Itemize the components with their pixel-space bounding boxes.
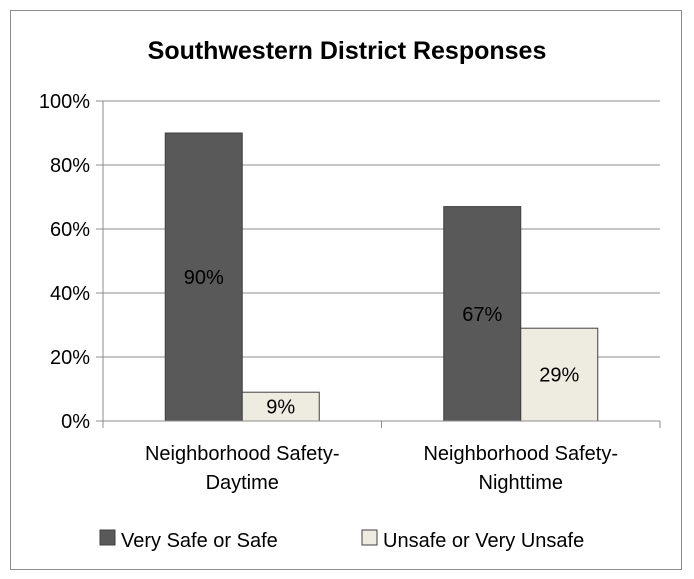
legend: Very Safe or Safe Unsafe or Very Unsafe: [99, 529, 584, 552]
bar-unsafe-or-very-unsafe: [520, 327, 599, 422]
y-tick-label: 0%: [61, 411, 90, 433]
axes: [102, 101, 661, 428]
x-axis-labels: Neighborhood Safety-Daytime Neighborhood …: [145, 443, 618, 494]
bars: 90% 67% 9% 29%: [164, 132, 599, 422]
x-tick-label: Neighborhood Safety-Nighttime: [423, 443, 618, 494]
chart-frame: [10, 10, 682, 570]
chart-title: Southwestern District Responses: [148, 37, 547, 65]
y-tick-label: 60%: [50, 219, 90, 241]
bar-very-safe-or-safe: [443, 206, 522, 422]
data-label: 9%: [266, 397, 295, 419]
bar-unsafe-or-very-unsafe: [241, 391, 320, 422]
y-tick-label: 40%: [50, 283, 90, 305]
bar-very-safe-or-safe: [164, 132, 243, 422]
legend-label: Very Safe or Safe: [121, 530, 278, 552]
data-label: 67%: [462, 304, 502, 326]
legend-swatch: [361, 529, 378, 546]
y-tick-label: 20%: [50, 347, 90, 369]
y-axis-ticks: 0% 20% 40% 60% 80% 100%: [39, 91, 103, 433]
legend-label: Unsafe or Very Unsafe: [383, 530, 584, 552]
y-tick-label: 80%: [50, 155, 90, 177]
x-tick-label: Neighborhood Safety-Daytime: [145, 443, 340, 494]
legend-swatch: [99, 529, 116, 546]
data-label: 29%: [539, 365, 579, 387]
y-tick-label: 100%: [39, 91, 90, 113]
data-label: 90%: [184, 267, 224, 289]
